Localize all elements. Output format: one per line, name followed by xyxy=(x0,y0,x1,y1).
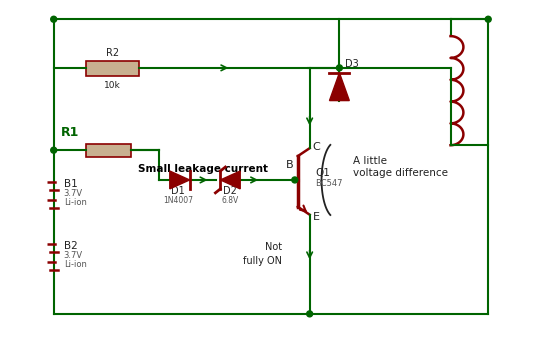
Text: 3.7V: 3.7V xyxy=(63,189,83,198)
Polygon shape xyxy=(220,171,240,189)
Circle shape xyxy=(51,147,56,153)
Text: C: C xyxy=(313,142,320,152)
Text: BC547: BC547 xyxy=(316,179,343,188)
Text: R1: R1 xyxy=(60,126,79,139)
Text: 6.8V: 6.8V xyxy=(222,196,239,205)
Bar xyxy=(86,61,139,76)
Text: R2: R2 xyxy=(106,48,119,58)
Text: Q1: Q1 xyxy=(316,168,330,178)
Text: 3.7V: 3.7V xyxy=(63,251,83,260)
Text: A little: A little xyxy=(353,156,387,166)
Bar xyxy=(86,144,131,157)
Text: B2: B2 xyxy=(63,242,77,251)
Text: B: B xyxy=(286,160,294,170)
Text: B1: B1 xyxy=(63,179,77,189)
Text: voltage difference: voltage difference xyxy=(353,168,448,178)
Text: Not
fully ON: Not fully ON xyxy=(243,243,282,266)
Circle shape xyxy=(292,177,298,183)
Circle shape xyxy=(306,311,313,317)
Text: 1N4007: 1N4007 xyxy=(163,196,193,205)
Circle shape xyxy=(485,16,491,22)
Polygon shape xyxy=(329,73,349,101)
Circle shape xyxy=(336,65,342,71)
Text: Li-ion: Li-ion xyxy=(63,260,86,269)
Text: Li-ion: Li-ion xyxy=(63,198,86,207)
Text: D1: D1 xyxy=(171,186,184,196)
Text: 10k: 10k xyxy=(104,81,121,90)
Text: D2: D2 xyxy=(223,186,237,196)
Circle shape xyxy=(51,16,56,22)
Text: Small leakage current: Small leakage current xyxy=(138,164,268,174)
Text: E: E xyxy=(313,212,320,222)
Text: D3: D3 xyxy=(345,59,359,69)
Polygon shape xyxy=(170,171,190,189)
